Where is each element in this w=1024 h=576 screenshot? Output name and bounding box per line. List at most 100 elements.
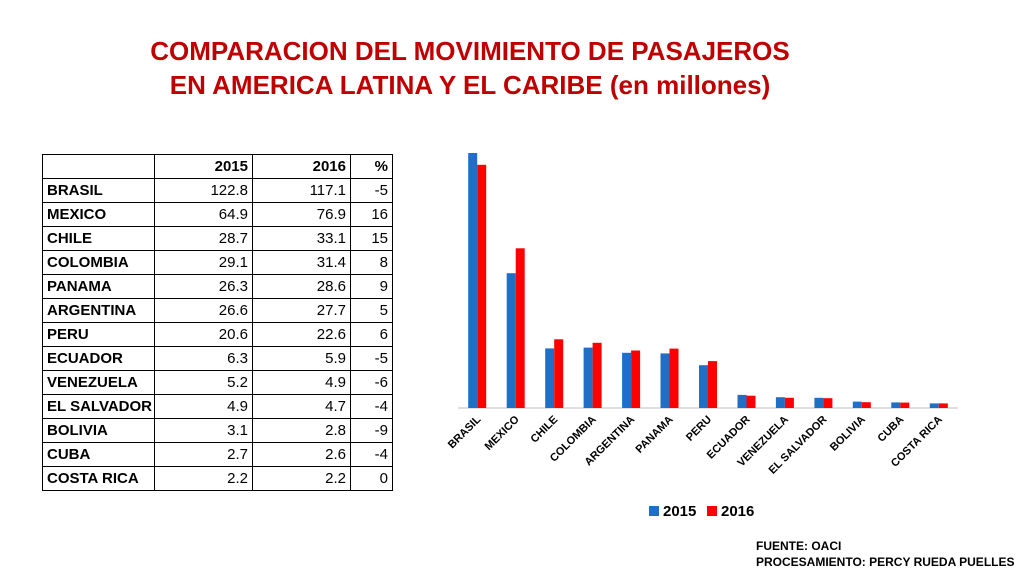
cell-2015: 26.3	[154, 274, 253, 299]
table-row: CHILE 28.7 33.1 15	[42, 226, 393, 251]
bar-2016-1	[515, 248, 525, 408]
cell-2016: 4.7	[252, 394, 351, 419]
cell-2016: 22.6	[252, 322, 351, 347]
cell-country: PERU	[42, 322, 155, 347]
table-row: BOLIVIA 3.1 2.8 -9	[42, 418, 393, 443]
bar-2015-2	[545, 348, 555, 408]
cell-2016: 27.7	[252, 298, 351, 323]
source-line-2: PROCESAMIENTO: PERCY RUEDA PUELLES	[756, 555, 1015, 569]
header-cell-blank	[42, 154, 155, 179]
bar-2016-3	[592, 342, 602, 408]
cell-country: ARGENTINA	[42, 298, 155, 323]
cell-percent: -4	[350, 394, 393, 419]
bar-2015-10	[852, 401, 862, 408]
cell-2015: 122.8	[154, 178, 253, 203]
cell-2015: 4.9	[154, 394, 253, 419]
x-tick-label: CUBA	[875, 414, 906, 445]
cell-2016: 76.9	[252, 202, 351, 227]
bar-2015-0	[468, 153, 478, 408]
title-line-1: COMPARACION DEL MOVIMIENTO DE PASAJEROS	[150, 36, 790, 66]
bar-2016-10	[861, 402, 871, 408]
cell-country: MEXICO	[42, 202, 155, 227]
cell-2016: 5.9	[252, 346, 351, 371]
cell-2015: 64.9	[154, 202, 253, 227]
cell-percent: -5	[350, 346, 393, 371]
legend-swatch-2016	[707, 506, 717, 516]
cell-2015: 2.2	[154, 466, 253, 491]
source-note: FUENTE: OACI PROCESAMIENTO: PERCY RUEDA …	[756, 538, 1014, 570]
header-cell-2016: 2016	[252, 154, 351, 179]
bar-2015-12	[929, 403, 939, 408]
bar-chart: BRASIL MEXICO CHILECOLOMBIAARGENTINAPANAMA…	[446, 153, 958, 520]
cell-2016: 33.1	[252, 226, 351, 251]
bar-2016-2	[554, 339, 564, 408]
cell-country: CUBA	[42, 442, 155, 467]
cell-2015: 26.6	[154, 298, 253, 323]
legend-label-2015: 2015	[663, 503, 696, 520]
bar-2016-7	[746, 395, 756, 408]
bar-2016-0	[477, 164, 487, 408]
cell-2016: 28.6	[252, 274, 351, 299]
title-line-2: EN AMERICA LATINA Y EL CARIBE (en millon…	[169, 70, 771, 100]
x-tick-label: CHILE	[529, 414, 561, 446]
bar-2015-1	[506, 273, 516, 408]
cell-country: PANAMA	[42, 274, 155, 299]
bar-2015-9	[814, 397, 824, 408]
bar-2016-11	[900, 402, 910, 408]
cell-percent: 5	[350, 298, 393, 323]
table-row: COSTA RICA 2.2 2.2 0	[42, 466, 393, 491]
legend-swatch-2015	[649, 506, 659, 516]
cell-2016: 117.1	[252, 178, 351, 203]
cell-2016: 2.6	[252, 442, 351, 467]
table-header-row: 2015 2016 %	[42, 154, 393, 179]
cell-country: BOLIVIA	[42, 418, 155, 443]
table-row: VENEZUELA 5.2 4.9 -6	[42, 370, 393, 395]
chart-title: COMPARACION DEL MOVIMIENTO DE PASAJEROS …	[150, 34, 790, 102]
cell-percent: 6	[350, 322, 393, 347]
cell-2016: 2.8	[252, 418, 351, 443]
cell-country: VENEZUELA	[42, 370, 155, 395]
cell-2015: 20.6	[154, 322, 253, 347]
bar-2015-4	[622, 352, 632, 408]
bar-2016-4	[631, 350, 641, 408]
cell-2015: 29.1	[154, 250, 253, 275]
cell-2016: 2.2	[252, 466, 351, 491]
data-table: 2015 2016 % BRASIL 122.8 117.1 -5 MEXICO 64.9…	[42, 154, 393, 491]
cell-2015: 3.1	[154, 418, 253, 443]
cell-country: COSTA RICA	[42, 466, 155, 491]
bar-2015-11	[891, 402, 901, 408]
bar-2016-6	[708, 361, 717, 408]
table-row: PERU 20.6 22.6 6	[42, 322, 393, 347]
cell-percent: 15	[350, 226, 393, 251]
cell-country: EL SALVADOR	[42, 394, 155, 419]
cell-percent: -9	[350, 418, 393, 443]
cell-percent: -5	[350, 178, 393, 203]
cell-2015: 28.7	[154, 226, 253, 251]
cell-country: ECUADOR	[42, 346, 155, 371]
table-row: BRASIL 122.8 117.1 -5	[42, 178, 393, 203]
cell-country: CHILE	[42, 226, 155, 251]
bar-2015-5	[660, 353, 670, 408]
table-row: MEXICO 64.9 76.9 16	[42, 202, 393, 227]
cell-percent: 16	[350, 202, 393, 227]
bar-2015-6	[699, 365, 708, 408]
cell-percent: -6	[350, 370, 393, 395]
cell-2015: 5.2	[154, 370, 253, 395]
source-line-1: FUENTE: OACI	[756, 539, 842, 553]
cell-percent: 0	[350, 466, 393, 491]
table-row: ARGENTINA 26.6 27.7 5	[42, 298, 393, 323]
cell-country: BRASIL	[42, 178, 155, 203]
cell-percent: 8	[350, 250, 393, 275]
table-row: ECUADOR 6.3 5.9 -5	[42, 346, 393, 371]
table-row: CUBA 2.7 2.6 -4	[42, 442, 393, 467]
cell-2015: 6.3	[154, 346, 253, 371]
bar-2016-5	[669, 348, 679, 408]
bar-2016-9	[823, 398, 833, 408]
table-row: EL SALVADOR 4.9 4.7 -4	[42, 394, 393, 419]
table-row: PANAMA 26.3 28.6 9	[42, 274, 393, 299]
x-tick-label: BRASIL	[446, 413, 484, 451]
table-row: COLOMBIA 29.1 31.4 8	[42, 250, 393, 275]
bar-2016-12	[938, 403, 948, 408]
cell-percent: 9	[350, 274, 393, 299]
x-tick-label: MEXICO	[483, 413, 522, 452]
